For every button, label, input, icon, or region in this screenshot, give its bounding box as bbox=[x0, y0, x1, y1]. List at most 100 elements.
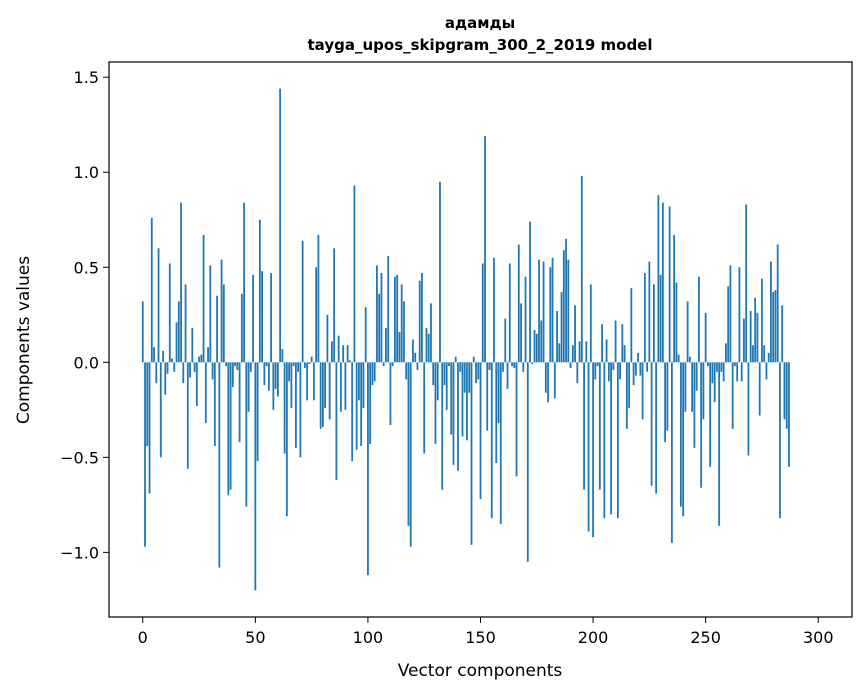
bar-component-124 bbox=[421, 272, 423, 363]
bar-component-279 bbox=[770, 261, 772, 363]
bar-component-255 bbox=[716, 362, 718, 372]
bar-component-14 bbox=[173, 362, 176, 372]
bar-component-80 bbox=[321, 362, 324, 427]
bar-component-70 bbox=[299, 362, 302, 458]
bar-component-6 bbox=[155, 362, 158, 384]
y-tick-label: 0.5 bbox=[74, 258, 99, 277]
bar-component-216 bbox=[628, 362, 630, 408]
bar-component-218 bbox=[632, 362, 635, 386]
bar-component-183 bbox=[553, 362, 556, 399]
bar-component-272 bbox=[754, 297, 757, 363]
bar-component-91 bbox=[346, 345, 349, 363]
bar-component-3 bbox=[148, 362, 151, 494]
bar-component-98 bbox=[362, 362, 365, 408]
bar-component-63 bbox=[283, 362, 286, 454]
bar-component-149 bbox=[477, 362, 480, 380]
bar-component-83 bbox=[328, 362, 331, 420]
bar-component-229 bbox=[657, 195, 660, 363]
bar-component-264 bbox=[736, 362, 739, 382]
bar-component-182 bbox=[551, 257, 554, 363]
bar-component-186 bbox=[560, 291, 563, 363]
bar-component-173 bbox=[531, 362, 534, 365]
bar-component-280 bbox=[772, 291, 775, 363]
bar-component-120 bbox=[412, 339, 414, 363]
bar-component-136 bbox=[448, 362, 450, 367]
bar-component-75 bbox=[310, 356, 313, 363]
bar-component-64 bbox=[285, 362, 288, 517]
bar-component-154 bbox=[488, 362, 491, 370]
bar-component-111 bbox=[391, 362, 394, 367]
bar-component-67 bbox=[292, 362, 295, 367]
bar-component-238 bbox=[677, 354, 680, 363]
bar-component-60 bbox=[276, 362, 279, 397]
chart-subtitle: tayga_upos_skipgram_300_2_2019 model bbox=[308, 36, 653, 54]
bar-component-193 bbox=[576, 362, 579, 384]
bar-component-162 bbox=[506, 362, 509, 389]
bar-component-129 bbox=[432, 362, 435, 386]
x-tick-label: 150 bbox=[465, 628, 496, 647]
bar-component-68 bbox=[294, 362, 297, 448]
bar-component-9 bbox=[162, 350, 164, 363]
bar-component-37 bbox=[225, 362, 227, 367]
bar-component-200 bbox=[592, 362, 594, 538]
bar-component-156 bbox=[493, 257, 495, 363]
bar-component-214 bbox=[623, 345, 626, 363]
bar-component-166 bbox=[515, 362, 518, 477]
bar-component-138 bbox=[452, 362, 455, 465]
bar-component-20 bbox=[186, 362, 189, 469]
bar-component-126 bbox=[425, 328, 428, 363]
bar-component-230 bbox=[659, 274, 662, 363]
bar-component-224 bbox=[646, 362, 649, 372]
bar-component-102 bbox=[371, 362, 374, 386]
bar-component-252 bbox=[709, 362, 712, 467]
bar-component-225 bbox=[648, 261, 651, 363]
bar-component-203 bbox=[598, 362, 601, 490]
bar-component-44 bbox=[240, 293, 243, 363]
bar-component-116 bbox=[403, 301, 405, 363]
bar-component-228 bbox=[655, 362, 658, 494]
bar-component-144 bbox=[466, 362, 468, 441]
bar-component-29 bbox=[207, 347, 209, 363]
bar-component-169 bbox=[522, 362, 525, 372]
bar-component-197 bbox=[585, 341, 588, 363]
bar-component-50 bbox=[254, 362, 257, 591]
bar-component-179 bbox=[544, 362, 547, 393]
bar-component-110 bbox=[389, 362, 392, 426]
bar-component-187 bbox=[562, 250, 565, 363]
bar-component-271 bbox=[752, 345, 754, 363]
bar-component-177 bbox=[540, 320, 543, 363]
bar-component-275 bbox=[761, 278, 763, 363]
bar-component-123 bbox=[418, 280, 421, 363]
bar-component-148 bbox=[475, 362, 477, 384]
bar-component-106 bbox=[380, 272, 383, 363]
bar-component-8 bbox=[159, 362, 162, 458]
bar-component-178 bbox=[542, 261, 545, 363]
bar-component-25 bbox=[198, 356, 200, 363]
y-tick-label: 0.0 bbox=[74, 353, 99, 372]
bar-component-175 bbox=[535, 333, 538, 363]
bar-component-132 bbox=[439, 181, 441, 363]
bar-component-180 bbox=[547, 362, 549, 403]
bar-component-87 bbox=[337, 335, 340, 363]
bar-component-202 bbox=[596, 362, 599, 367]
bar-component-95 bbox=[355, 362, 358, 450]
bar-component-103 bbox=[373, 362, 376, 382]
bar-component-234 bbox=[668, 206, 671, 363]
x-axis-label: Vector components bbox=[398, 661, 563, 681]
bar-component-242 bbox=[686, 301, 689, 363]
bar-component-11 bbox=[166, 362, 169, 374]
bar-component-54 bbox=[263, 362, 266, 386]
bar-component-266 bbox=[740, 362, 743, 382]
bar-component-22 bbox=[191, 328, 194, 363]
bar-component-23 bbox=[193, 362, 196, 372]
y-tick-label: −1.0 bbox=[60, 543, 99, 562]
bar-component-4 bbox=[150, 217, 153, 363]
bar-component-43 bbox=[238, 362, 241, 443]
bar-component-204 bbox=[601, 324, 603, 363]
bar-component-51 bbox=[256, 362, 259, 462]
bar-component-92 bbox=[349, 360, 351, 363]
bar-component-237 bbox=[675, 282, 678, 363]
bar-component-269 bbox=[747, 362, 750, 456]
x-tick-label: 50 bbox=[245, 628, 265, 647]
bar-component-201 bbox=[594, 362, 597, 380]
